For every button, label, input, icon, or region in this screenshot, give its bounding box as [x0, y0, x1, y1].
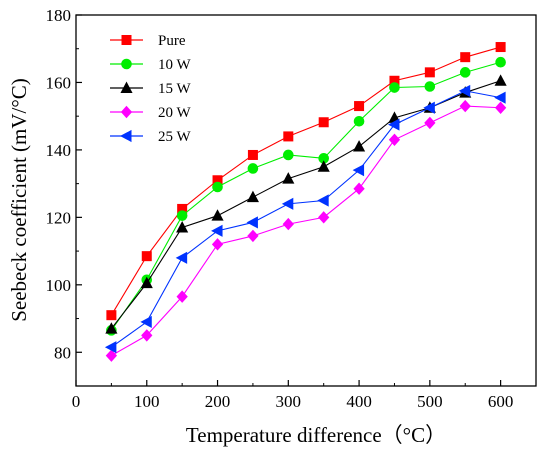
data-point [424, 81, 436, 92]
data-point [247, 149, 258, 160]
data-point [140, 276, 153, 289]
y-tick-label: 160 [46, 73, 72, 92]
data-point [140, 315, 152, 328]
data-point [211, 238, 224, 251]
series-line [110, 46, 501, 316]
y-tick-label: 100 [46, 276, 72, 295]
data-point [458, 84, 471, 97]
data-point [495, 56, 506, 68]
data-point [283, 149, 294, 161]
data-point [246, 216, 258, 229]
legend-label: 25 W [158, 129, 191, 145]
data-point [105, 349, 118, 362]
data-point [459, 67, 471, 78]
data-point [105, 322, 118, 334]
x-tick-label: 0 [72, 392, 81, 411]
data-point [283, 131, 294, 142]
data-point [282, 217, 294, 231]
legend-item: 20 W [110, 105, 191, 121]
series-25w [104, 84, 506, 354]
legend-marker [120, 105, 133, 119]
data-point [494, 91, 506, 104]
legend-marker [121, 35, 132, 46]
data-point [317, 194, 329, 207]
data-point [318, 211, 330, 224]
x-tick-label: 200 [205, 392, 231, 411]
data-point [104, 341, 117, 354]
data-point [106, 310, 117, 321]
legend-item: 25 W [110, 129, 191, 145]
legend-label: 20 W [158, 105, 191, 121]
legend-marker [120, 129, 132, 143]
data-point [282, 172, 295, 184]
data-point [141, 329, 153, 342]
x-tick-label: 300 [276, 392, 302, 411]
x-axis-title: Temperature difference（°C） [186, 423, 446, 447]
data-point [353, 140, 366, 152]
series-line [110, 61, 501, 331]
data-point [246, 190, 259, 203]
data-point [354, 101, 365, 112]
data-point [176, 290, 188, 303]
data-point [247, 163, 259, 174]
data-point [388, 118, 400, 131]
legend-marker [120, 81, 133, 93]
y-tick-label: 140 [46, 141, 72, 160]
x-tick-label: 400 [346, 392, 372, 411]
x-tick-label: 500 [417, 392, 443, 411]
data-point [423, 101, 435, 114]
axis-ticks: 0 100 200 300 400 500 600 80 100 120 140 160 180 [46, 6, 514, 411]
data-point [212, 181, 223, 193]
data-point [459, 99, 471, 113]
legend-item: Pure [110, 33, 186, 49]
data-point [424, 67, 435, 78]
y-tick-label: 120 [46, 208, 72, 227]
legend-item: 15 W [110, 81, 191, 97]
series-20w [105, 99, 507, 362]
data-point [352, 164, 365, 177]
legend-label: 15 W [158, 81, 191, 97]
legend-label: 10 W [158, 57, 191, 73]
series-line [111, 105, 501, 357]
data-point [389, 82, 400, 93]
plot-frame [75, 14, 537, 387]
legend-marker [121, 58, 132, 70]
data-point [281, 197, 294, 210]
series-layer [104, 42, 507, 362]
data-point [353, 115, 365, 127]
data-point [176, 210, 188, 221]
series-10w [106, 56, 506, 336]
legend-label: Pure [158, 33, 186, 49]
data-point [318, 117, 329, 128]
series-pure [106, 42, 506, 321]
data-point [175, 251, 188, 264]
data-point [388, 133, 401, 146]
y-tick-label: 180 [46, 6, 72, 25]
data-point [211, 209, 224, 221]
legend-item: 10 W [110, 57, 191, 73]
y-tick-label: 80 [54, 343, 71, 362]
y-axis-title: Seebeck coefficient (mV/°C) [7, 78, 31, 322]
data-point [141, 251, 152, 262]
series-line [111, 90, 501, 348]
data-point [176, 221, 189, 233]
data-point [317, 160, 330, 172]
data-point [353, 182, 365, 195]
legend: Pure 10 W 15 W 20 W 25 W [110, 33, 191, 145]
data-point [211, 224, 223, 237]
data-point [494, 74, 507, 86]
x-tick-label: 100 [134, 392, 160, 411]
data-point [247, 229, 259, 243]
data-point [460, 52, 471, 63]
data-point [494, 101, 507, 114]
data-point [424, 116, 436, 130]
x-tick-label: 600 [488, 392, 514, 411]
data-point [495, 42, 506, 53]
